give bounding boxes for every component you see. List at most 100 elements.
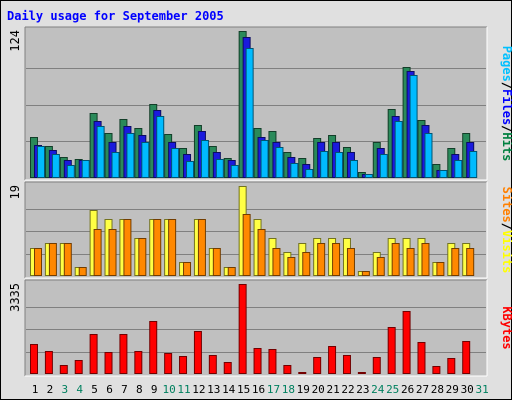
legend-segment: Pages xyxy=(500,46,512,82)
day-label-9: 9 xyxy=(151,383,158,396)
bar-pages-day-22 xyxy=(349,160,358,178)
panel-legend-label: KBytes xyxy=(500,306,512,349)
bar-kbytes-day-18 xyxy=(283,365,292,374)
bar-kbytes-day-22 xyxy=(342,355,351,374)
bar-pages-day-18 xyxy=(290,163,299,178)
bar-kbytes-day-11 xyxy=(179,356,188,374)
bar-kbytes-day-21 xyxy=(328,346,337,374)
day-label-20: 20 xyxy=(312,383,325,396)
day-label-13: 13 xyxy=(207,383,220,396)
bar-kbytes-day-23 xyxy=(357,372,366,374)
bar-kbytes-day-28 xyxy=(432,366,441,374)
bar-kbytes-day-30 xyxy=(462,341,471,374)
bar-kbytes-day-15 xyxy=(238,284,247,374)
panel-kbytes: 3335 KBytes xyxy=(8,279,512,377)
bar-sites-day-1 xyxy=(34,248,42,276)
bar-sites-day-30 xyxy=(466,248,475,276)
bar-pages-day-5 xyxy=(96,126,105,178)
day-label-19: 19 xyxy=(297,383,310,396)
panel-max-label: 19 xyxy=(8,185,22,199)
day-labels: 1 2 3 4 5 6 7 8 9 10 11 12 13 14 15 16 17 18 19 20 21 22 23 24 2… xyxy=(32,383,489,396)
bar-sites-day-6 xyxy=(108,229,117,276)
bar-pages-day-15 xyxy=(245,48,254,178)
day-label-18: 18 xyxy=(282,383,295,396)
chart-panels: 124Pages/Files/Hits19Sites/Visits3335KBy… xyxy=(8,26,512,377)
bar-sites-day-29 xyxy=(451,248,460,276)
bar-sites-day-27 xyxy=(421,243,430,276)
bar-sites-day-17 xyxy=(272,248,281,276)
bar-kbytes-day-16 xyxy=(253,348,262,374)
day-label-5: 5 xyxy=(91,383,98,396)
day-label-29: 29 xyxy=(446,383,459,396)
bar-pages-day-25 xyxy=(394,121,403,178)
bar-sites-day-13 xyxy=(212,248,221,276)
bar-kbytes-day-8 xyxy=(134,351,143,374)
bar-sites-day-28 xyxy=(436,262,445,276)
bar-pages-day-17 xyxy=(275,147,284,178)
chart-title: Daily usage for September 2005 xyxy=(7,9,224,23)
day-label-15: 15 xyxy=(237,383,250,396)
bar-pages-day-26 xyxy=(409,75,418,178)
bar-kbytes-day-20 xyxy=(313,357,322,374)
bar-sites-day-25 xyxy=(391,243,400,276)
bar-kbytes-day-13 xyxy=(208,355,217,374)
day-label-30: 30 xyxy=(461,383,474,396)
bar-sites-day-2 xyxy=(48,243,57,276)
bar-kbytes-day-24 xyxy=(372,357,381,374)
bar-pages-day-29 xyxy=(454,160,463,178)
panel-max-label: 3335 xyxy=(8,283,22,312)
bar-kbytes-day-7 xyxy=(119,334,128,374)
bar-kbytes-day-10 xyxy=(164,353,173,374)
bar-pages-day-21 xyxy=(335,152,344,178)
bar-pages-day-16 xyxy=(260,140,269,178)
panel-max-label: 124 xyxy=(8,30,22,52)
bar-sites-day-19 xyxy=(302,252,311,276)
legend-segment: Hits xyxy=(500,132,512,161)
legend-segment: Sites xyxy=(500,187,512,223)
bar-pages-day-24 xyxy=(379,154,388,178)
bar-pages-day-10 xyxy=(171,148,180,178)
bar-sites-day-21 xyxy=(332,243,341,276)
day-label-14: 14 xyxy=(222,383,236,396)
bar-kbytes-day-27 xyxy=(417,342,426,374)
day-label-11: 11 xyxy=(177,383,190,396)
bar-pages-day-23 xyxy=(364,174,373,178)
bar-pages-day-19 xyxy=(305,169,314,178)
bar-pages-day-27 xyxy=(424,133,433,178)
day-label-1: 1 xyxy=(32,383,39,396)
panel-visits-sites: 19 Sites/Visits xyxy=(8,181,512,279)
bar-sites-day-23 xyxy=(361,271,370,276)
bar-sites-day-18 xyxy=(287,257,296,276)
bar-kbytes-day-19 xyxy=(298,372,307,374)
bar-pages-day-3 xyxy=(66,165,75,178)
bar-pages-day-11 xyxy=(186,161,195,178)
bar-kbytes-day-25 xyxy=(387,327,396,374)
legend-segment: Files xyxy=(500,89,512,125)
bar-pages-day-28 xyxy=(439,170,448,178)
bar-sites-day-4 xyxy=(78,267,87,276)
bar-pages-day-8 xyxy=(141,142,150,178)
bar-sites-day-3 xyxy=(63,243,72,276)
bar-pages-day-6 xyxy=(111,152,120,178)
day-label-17: 17 xyxy=(267,383,280,396)
bar-pages-day-7 xyxy=(126,133,135,178)
day-label-23: 23 xyxy=(356,383,369,396)
bar-kbytes-day-2 xyxy=(44,351,53,374)
legend-segment: / xyxy=(500,82,512,89)
panel-legend-label: Sites/Visits xyxy=(500,187,512,274)
day-label-31: 31 xyxy=(475,383,488,396)
day-label-12: 12 xyxy=(192,383,205,396)
day-label-10: 10 xyxy=(162,383,175,396)
series-pages xyxy=(37,48,478,178)
day-label-22: 22 xyxy=(341,383,354,396)
bar-pages-day-20 xyxy=(320,151,329,178)
day-label-26: 26 xyxy=(401,383,414,396)
bar-sites-day-5 xyxy=(93,229,102,276)
day-label-8: 8 xyxy=(136,383,143,396)
bar-pages-day-4 xyxy=(81,160,90,178)
bar-kbytes-day-29 xyxy=(447,358,456,374)
bar-pages-day-9 xyxy=(156,116,165,178)
bar-kbytes-day-5 xyxy=(89,334,98,374)
